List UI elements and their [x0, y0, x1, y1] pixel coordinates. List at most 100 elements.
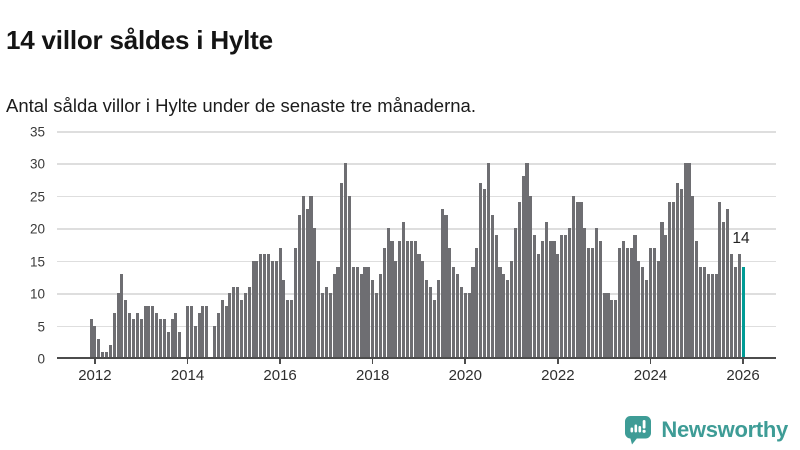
bar-19 — [162, 319, 166, 358]
bar-146 — [652, 247, 656, 358]
bar-22 — [174, 312, 178, 358]
bar-133 — [602, 293, 606, 358]
bar-59 — [317, 260, 321, 358]
bar-114 — [529, 195, 533, 358]
bar-37 — [232, 286, 236, 358]
bar-81 — [402, 221, 406, 358]
bar-34 — [220, 299, 224, 358]
value-annotation: 14 — [732, 230, 750, 247]
bar-39 — [239, 299, 244, 358]
bar-156 — [691, 195, 695, 358]
bar-135 — [610, 299, 614, 358]
bar-58 — [313, 228, 317, 358]
bar-108 — [506, 280, 510, 358]
bar-142 — [637, 260, 641, 358]
bar-158 — [699, 267, 703, 358]
x-tick-label-2014: 2014 — [170, 367, 205, 384]
bar-67 — [347, 195, 352, 358]
bar-54 — [297, 215, 301, 358]
bar-60 — [320, 293, 325, 358]
x-tick-2018 — [371, 359, 374, 364]
bar-64 — [336, 267, 340, 358]
bar-148 — [660, 221, 664, 358]
bar-122 — [560, 234, 564, 358]
bar-43 — [255, 260, 259, 358]
bar-3 — [101, 351, 105, 358]
bar-69 — [355, 267, 359, 358]
x-tick-label-2020: 2020 — [448, 367, 482, 384]
bar-128 — [583, 228, 587, 358]
bar-63 — [332, 273, 336, 358]
bar-76 — [382, 247, 386, 358]
bar-102 — [483, 189, 487, 358]
bar-154 — [683, 163, 687, 358]
bar-36 — [228, 293, 232, 358]
bar-45 — [263, 254, 267, 358]
bar-107 — [502, 273, 506, 358]
x-tick-label-2012: 2012 — [78, 367, 112, 384]
x-tick-2026 — [742, 359, 744, 364]
gridline-25 — [57, 195, 776, 198]
chart-title: 14 villor såldes i Hylte — [6, 25, 273, 56]
bar-93 — [448, 247, 452, 358]
bar-80 — [398, 241, 402, 358]
bar-137 — [618, 247, 622, 358]
bar-25 — [185, 306, 190, 358]
bar-7 — [116, 293, 120, 358]
bar-166 — [729, 254, 734, 358]
bar-74 — [374, 293, 379, 358]
bar-92 — [444, 215, 448, 358]
y-tick-label-15: 15 — [29, 254, 45, 270]
x-tick-label-2024: 2024 — [633, 367, 668, 384]
bar-131 — [594, 228, 598, 358]
bar-85 — [417, 254, 421, 358]
bar-55 — [301, 195, 305, 358]
bar-106 — [498, 267, 502, 358]
x-tick-2024 — [649, 359, 652, 364]
bar-12 — [135, 312, 139, 358]
bar-6 — [112, 312, 116, 358]
bar-90 — [436, 280, 440, 358]
bar-51 — [286, 299, 290, 358]
bar-118 — [544, 221, 548, 358]
bar-134 — [606, 293, 610, 358]
y-tick-label-0: 0 — [37, 351, 45, 367]
chart-area: 0 5 10 15 20 25 30 35 2012 2014 2016 2018 2020 2022 2… — [29, 125, 776, 384]
bar-87 — [425, 280, 429, 358]
bar-105 — [494, 234, 498, 358]
bar-144 — [645, 280, 649, 358]
bar-145 — [648, 247, 652, 358]
bar-143 — [641, 267, 645, 358]
bar-47 — [270, 260, 274, 358]
bar-124 — [567, 228, 571, 358]
bar-79 — [394, 260, 398, 358]
x-tick-label-2022: 2022 — [541, 367, 575, 384]
bar-84 — [413, 241, 417, 358]
bar-62 — [328, 293, 332, 358]
x-tick-label-2018: 2018 — [355, 367, 390, 384]
bar-120 — [552, 241, 556, 358]
bar-136 — [614, 299, 618, 358]
bar-153 — [679, 189, 683, 358]
bar-139 — [625, 247, 629, 358]
bar-82 — [405, 241, 409, 358]
bar-83 — [409, 241, 413, 358]
bar-42 — [251, 260, 255, 358]
bar-101 — [479, 182, 483, 358]
gridline-30 — [57, 163, 776, 165]
bar-97 — [463, 293, 467, 358]
bar-86 — [421, 260, 425, 358]
bar-57 — [309, 195, 313, 358]
bar-56 — [305, 208, 309, 358]
bar-140 — [629, 247, 633, 358]
bar-157 — [695, 241, 699, 358]
bar-109 — [510, 260, 514, 358]
bar-4 — [104, 351, 109, 358]
bar-11 — [131, 319, 136, 358]
bar-65 — [340, 182, 344, 358]
brand-name: Newsworthy — [661, 416, 788, 442]
bar-132 — [598, 241, 602, 358]
bar-104 — [490, 215, 494, 358]
bar-1 — [93, 325, 97, 358]
